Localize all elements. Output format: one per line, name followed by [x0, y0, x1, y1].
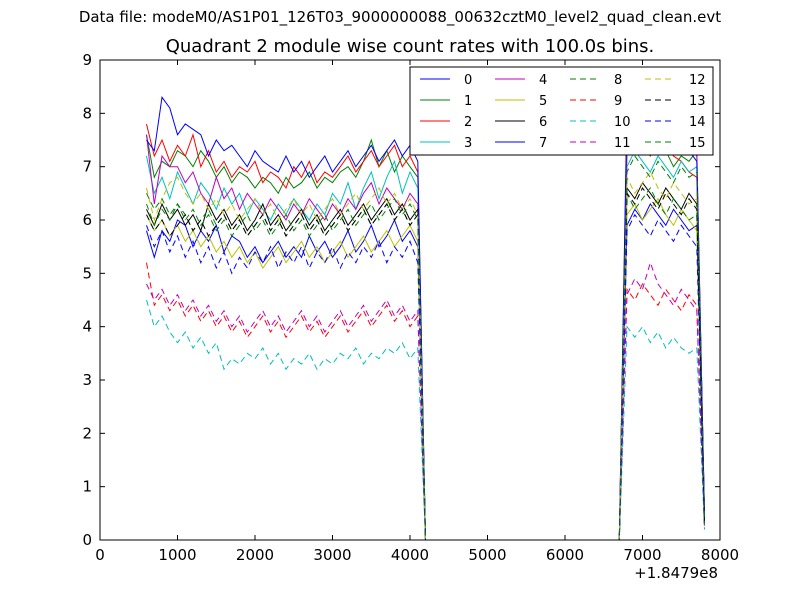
- chart-title: Quadrant 2 module wise count rates with …: [165, 36, 655, 57]
- legend-label-10: 10: [614, 115, 631, 130]
- legend-label-5: 5: [539, 94, 547, 109]
- series-line-10: [146, 299, 705, 541]
- legend-label-7: 7: [539, 136, 547, 151]
- legend-label-11: 11: [614, 136, 631, 151]
- legend-label-4: 4: [539, 73, 547, 88]
- x-tick-label: 3000: [313, 546, 351, 564]
- legend-label-14: 14: [689, 115, 706, 130]
- x-tick-label: 6000: [546, 546, 584, 564]
- x-tick-label: 8000: [701, 546, 739, 564]
- legend-label-13: 13: [689, 94, 706, 109]
- legend-label-6: 6: [539, 115, 547, 130]
- series-lines: [146, 96, 705, 541]
- x-tick-label: 5000: [468, 546, 506, 564]
- y-tick-label: 4: [82, 318, 92, 336]
- series-line-15: [146, 155, 705, 541]
- y-tick-label: 9: [82, 51, 92, 69]
- y-tick-label: 2: [82, 424, 92, 442]
- x-tick-label: 7000: [623, 546, 661, 564]
- y-tick-label: 8: [82, 104, 92, 122]
- y-tick-label: 7: [82, 158, 92, 176]
- y-tick-label: 0: [82, 531, 92, 549]
- legend-box: [409, 66, 714, 156]
- y-tick-label: 3: [82, 371, 92, 389]
- legend-label-8: 8: [614, 73, 622, 88]
- suptitle: Data file: modeM0/AS1P01_126T03_90000000…: [78, 8, 722, 26]
- y-tick-label: 6: [82, 211, 92, 229]
- legend-label-0: 0: [464, 73, 472, 88]
- legend-label-15: 15: [689, 136, 706, 151]
- x-tick-label: 0: [95, 546, 105, 564]
- x-tick-label: 2000: [236, 546, 274, 564]
- legend-label-3: 3: [464, 136, 472, 151]
- x-tick-label: 4000: [391, 546, 429, 564]
- y-tick-label: 5: [82, 264, 92, 282]
- x-axis: 0 1000 2000 3000 4000 5000 6000 7000 8000: [95, 60, 739, 564]
- legend-label-1: 1: [464, 94, 472, 109]
- legend-label-9: 9: [614, 94, 622, 109]
- x-tick-label: 1000: [158, 546, 196, 564]
- y-tick-label: 1: [82, 478, 92, 496]
- legend-label-2: 2: [464, 115, 472, 130]
- series-line-11: [146, 261, 705, 541]
- legend-label-12: 12: [689, 73, 706, 88]
- x-offset-label: +1.8479e8: [634, 564, 718, 582]
